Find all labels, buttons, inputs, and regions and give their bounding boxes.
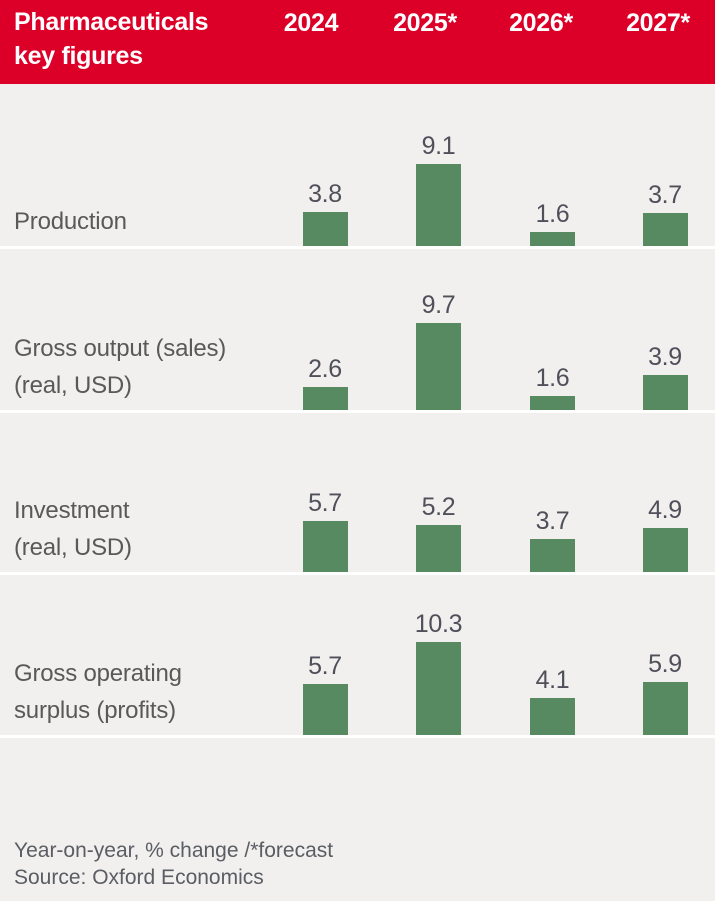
- chart-footer: Year-on-year, % change /*forecast Source…: [14, 837, 333, 891]
- bar-value-label: 9.7: [421, 291, 456, 319]
- bar-value-label: 3.8: [308, 180, 342, 208]
- footnote: Year-on-year, % change /*forecast: [14, 839, 334, 862]
- bar-value-label: 5.9: [648, 650, 682, 678]
- column-header-2027: 2027*: [626, 9, 690, 37]
- row-label-line: Investment: [14, 497, 130, 524]
- bar-group: 3.9: [610, 344, 715, 410]
- bar-value-label: 5.7: [308, 652, 342, 680]
- row-label: Gross operating surplus (profits): [14, 655, 182, 729]
- column-header-2024: 2024: [283, 9, 339, 37]
- row-label-line: (real, USD): [14, 534, 132, 561]
- bar: [642, 682, 688, 735]
- bar-value-label: 10.3: [414, 610, 463, 638]
- bar: [302, 212, 348, 246]
- bar: [642, 213, 688, 246]
- chart-title-line1: Pharmaceuticals: [14, 8, 209, 36]
- bar-value-label: 3.7: [648, 181, 682, 209]
- bar: [530, 698, 575, 735]
- bar-group: 4.9: [610, 497, 715, 572]
- bar-group: 4.1: [498, 667, 608, 735]
- bar: [530, 539, 575, 572]
- bar-group: 5.2: [384, 494, 494, 572]
- row-label-line: (real, USD): [14, 372, 132, 399]
- bar: [302, 684, 348, 735]
- bar-value-label: 4.9: [648, 496, 682, 524]
- bar: [416, 323, 461, 410]
- bar-group: 3.8: [270, 181, 380, 246]
- source-note: Source: Oxford Economics: [14, 866, 264, 889]
- bar-value-label: 9.1: [421, 132, 456, 160]
- bar-group: 9.7: [384, 292, 494, 410]
- chart-rows: Production 3.8 9.1 1.6 3.7 Gross output (sale…: [0, 84, 715, 738]
- column-header-2026: 2026*: [509, 9, 573, 37]
- bar: [642, 528, 688, 572]
- bar: [530, 232, 575, 246]
- bar: [416, 642, 461, 735]
- bar: [642, 375, 688, 410]
- chart-row: Gross output (sales) (real, USD) 2.6 9.7 1.6…: [0, 249, 715, 413]
- bar: [416, 164, 461, 246]
- bar-value-label: 5.7: [308, 489, 342, 517]
- row-label-line: Gross output (sales): [14, 335, 227, 362]
- row-label-line: Production: [14, 208, 127, 235]
- row-label: Gross output (sales) (real, USD): [14, 330, 226, 404]
- bar-group: 5.7: [270, 490, 380, 572]
- chart-header: Pharmaceuticals key figures 2024 2025* 2…: [0, 0, 715, 84]
- bar-group: 9.1: [384, 133, 494, 246]
- bar-group: 3.7: [610, 182, 715, 246]
- bar-value-label: 3.7: [535, 507, 570, 535]
- bar: [302, 387, 348, 410]
- bar-value-label: 3.9: [648, 343, 682, 371]
- bar: [302, 521, 348, 572]
- column-header-2025: 2025*: [393, 9, 457, 37]
- chart-row: Investment (real, USD) 5.7 5.2 3.7 4.9: [0, 413, 715, 575]
- chart-row: Production 3.8 9.1 1.6 3.7: [0, 84, 715, 249]
- bar-group: 5.9: [610, 651, 715, 735]
- bar-value-label: 4.1: [535, 666, 570, 694]
- bar-group: 1.6: [498, 201, 608, 246]
- row-label-line: surplus (profits): [14, 697, 176, 724]
- row-label: Production: [14, 203, 127, 240]
- bar-group: 2.6: [270, 356, 380, 410]
- bar-group: 5.7: [270, 653, 380, 735]
- bar-group: 1.6: [498, 365, 608, 410]
- row-label: Investment (real, USD): [14, 492, 132, 566]
- bar: [416, 525, 461, 572]
- chart-title: Pharmaceuticals key figures: [14, 5, 209, 73]
- bar-value-label: 1.6: [535, 364, 570, 392]
- bar-value-label: 1.6: [535, 200, 570, 228]
- chart-title-line2: key figures: [14, 42, 143, 70]
- bar: [530, 396, 575, 410]
- row-label-line: Gross operating: [14, 660, 182, 687]
- bar-value-label: 2.6: [308, 355, 342, 383]
- bar-group: 3.7: [498, 508, 608, 572]
- chart-row: Gross operating surplus (profits) 5.7 10.3 4…: [0, 575, 715, 738]
- bar-group: 10.3: [384, 611, 494, 735]
- bar-value-label: 5.2: [421, 493, 456, 521]
